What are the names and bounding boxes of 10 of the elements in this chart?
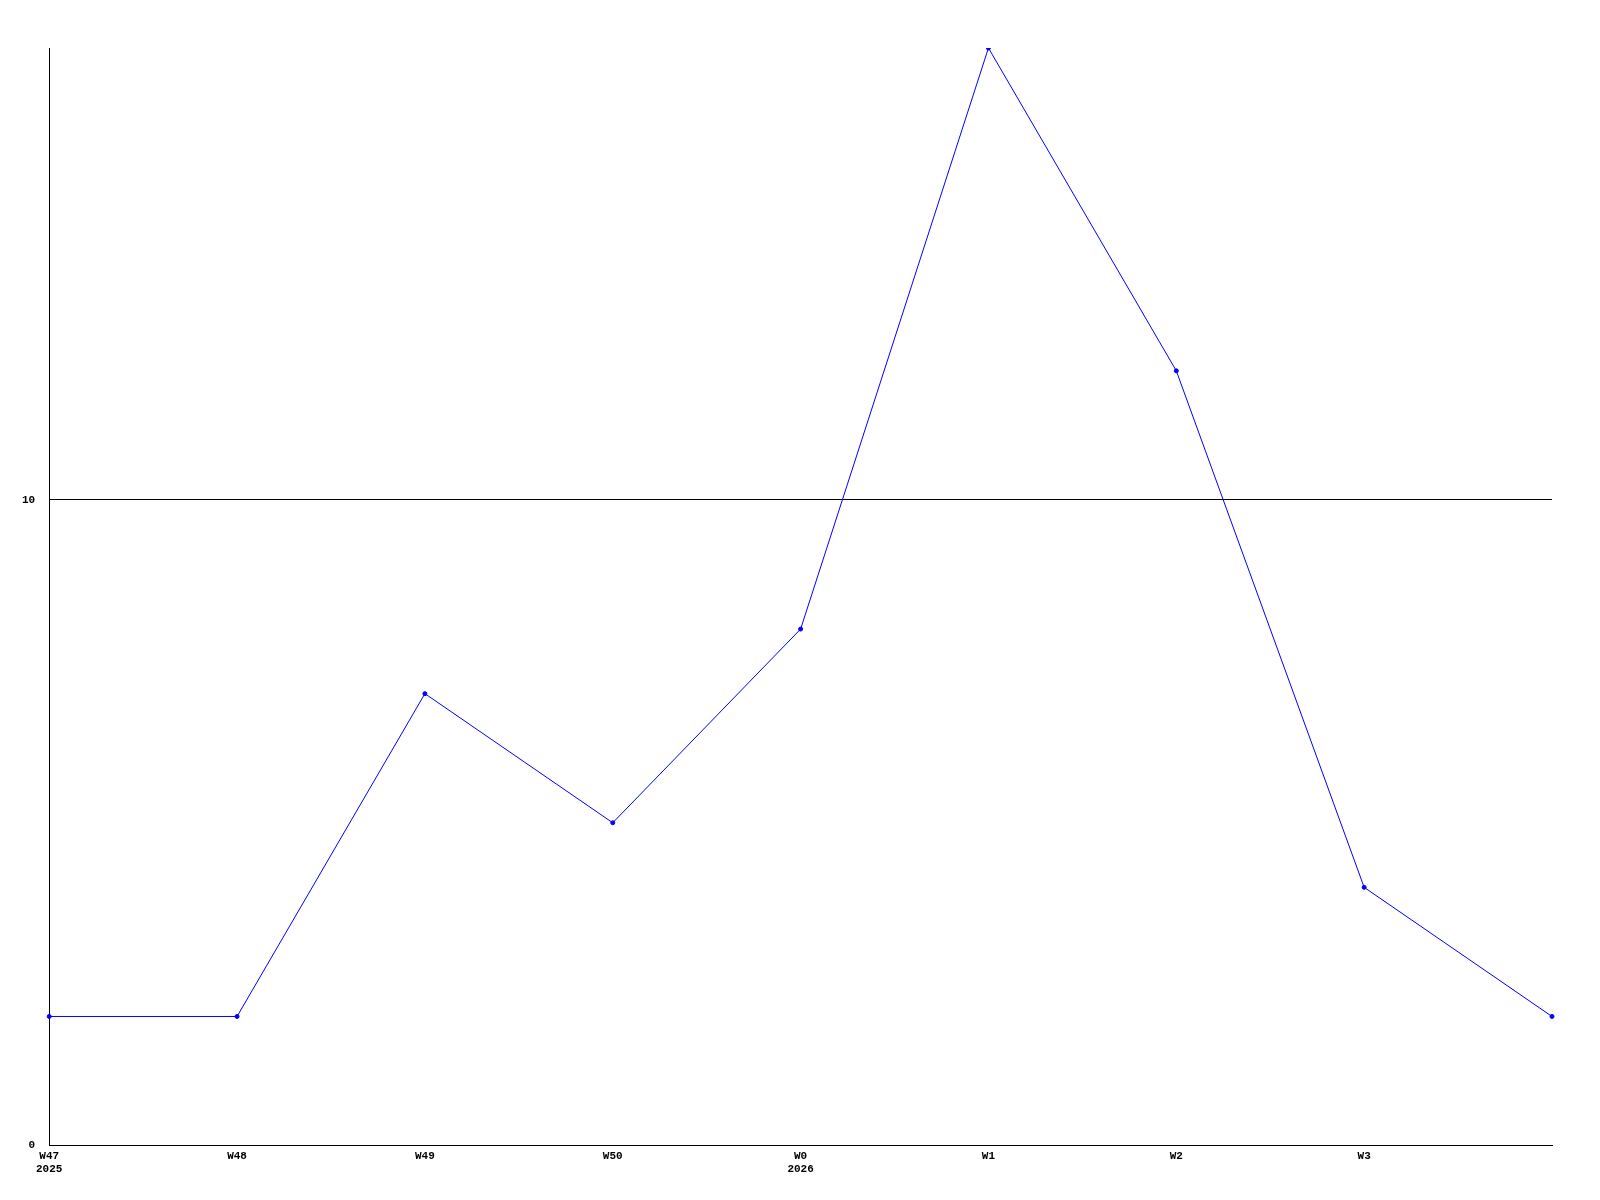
x-tick-label: W47 2025: [36, 1149, 63, 1176]
x-tick-label: W50: [602, 1149, 623, 1162]
x-tick-label: W48: [227, 1149, 248, 1162]
y-tick-label: 10: [22, 493, 36, 506]
x-tick-label: W0 2026: [787, 1149, 814, 1176]
x-tick-label: W2: [1169, 1149, 1183, 1162]
x-tick-label: W3: [1357, 1149, 1372, 1162]
x-tick-label: W1: [981, 1149, 996, 1162]
x-tick-label: W49: [415, 1149, 435, 1162]
y-tick-label: 0: [28, 1139, 36, 1152]
